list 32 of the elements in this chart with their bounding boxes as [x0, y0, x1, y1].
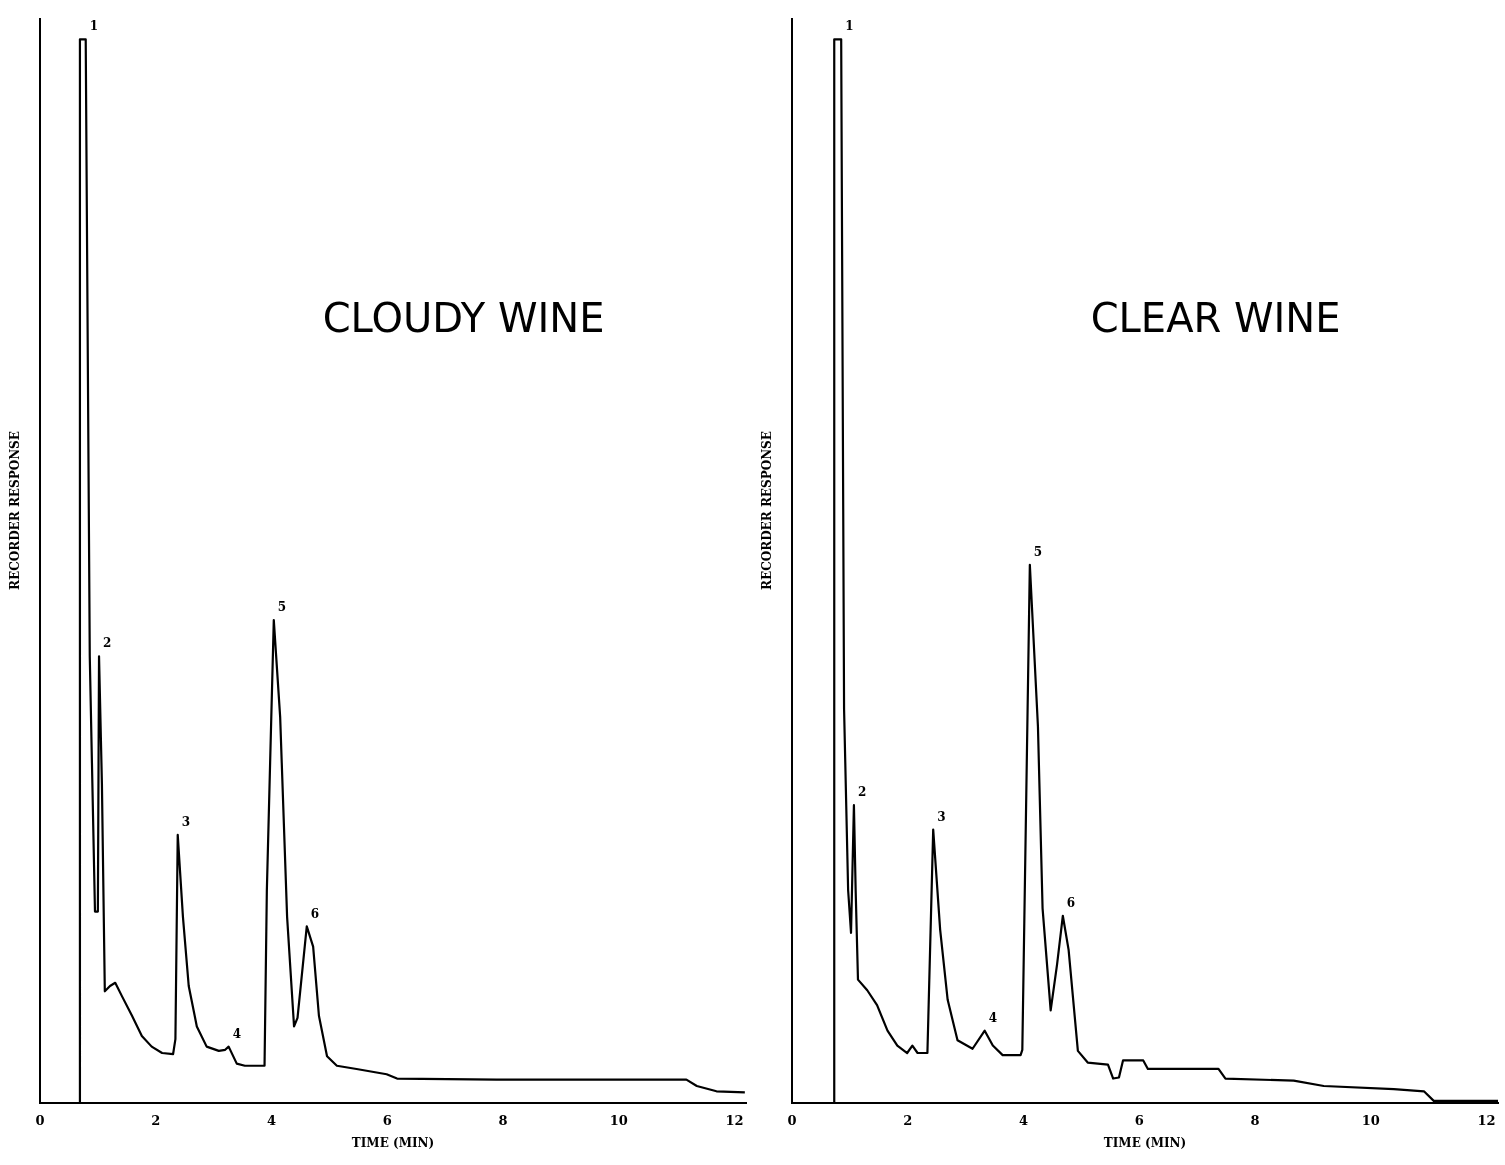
annotation: 5: [1033, 544, 1043, 559]
annotation: 5: [277, 600, 287, 615]
x-tick-label: 10: [609, 1113, 628, 1129]
annotation: 2: [857, 785, 867, 800]
annotation: 6: [1066, 895, 1076, 910]
text: CLOUDY WINE: [322, 295, 605, 342]
x-tick-label: 10: [1361, 1113, 1380, 1129]
x-tick-label: 8: [498, 1113, 508, 1129]
text: CLEAR WINE: [1090, 295, 1341, 342]
x-tick-label: 12: [1477, 1113, 1496, 1129]
annotation: 3: [937, 809, 946, 824]
annotation: 3: [181, 815, 191, 830]
x-tick-label: 12: [725, 1113, 744, 1129]
annotation: 4: [988, 1010, 998, 1025]
x-tick-label: 8: [1250, 1113, 1260, 1129]
x-tick-label: 0: [35, 1113, 45, 1129]
x-tick-label: 6: [382, 1113, 392, 1129]
annotation: 1: [89, 19, 99, 34]
y-axis-title: RECORDER RESPONSE: [760, 431, 775, 590]
x-axis-title: TIME (MIN): [1103, 1135, 1187, 1150]
annotation: 6: [310, 906, 320, 921]
annotation: 2: [103, 636, 112, 651]
x-tick-label: 2: [903, 1113, 913, 1129]
annotation: 1: [845, 19, 854, 34]
x-tick-label: 4: [1018, 1113, 1028, 1129]
y-axis-title: RECORDER RESPONSE: [8, 431, 23, 590]
annotation: 4: [232, 1026, 242, 1041]
x-tick-label: 2: [151, 1113, 161, 1129]
x-tick-label: 4: [266, 1113, 276, 1129]
x-tick-label: 6: [1134, 1113, 1144, 1129]
x-axis-title: TIME (MIN): [351, 1135, 435, 1150]
x-tick-label: 0: [787, 1113, 797, 1129]
